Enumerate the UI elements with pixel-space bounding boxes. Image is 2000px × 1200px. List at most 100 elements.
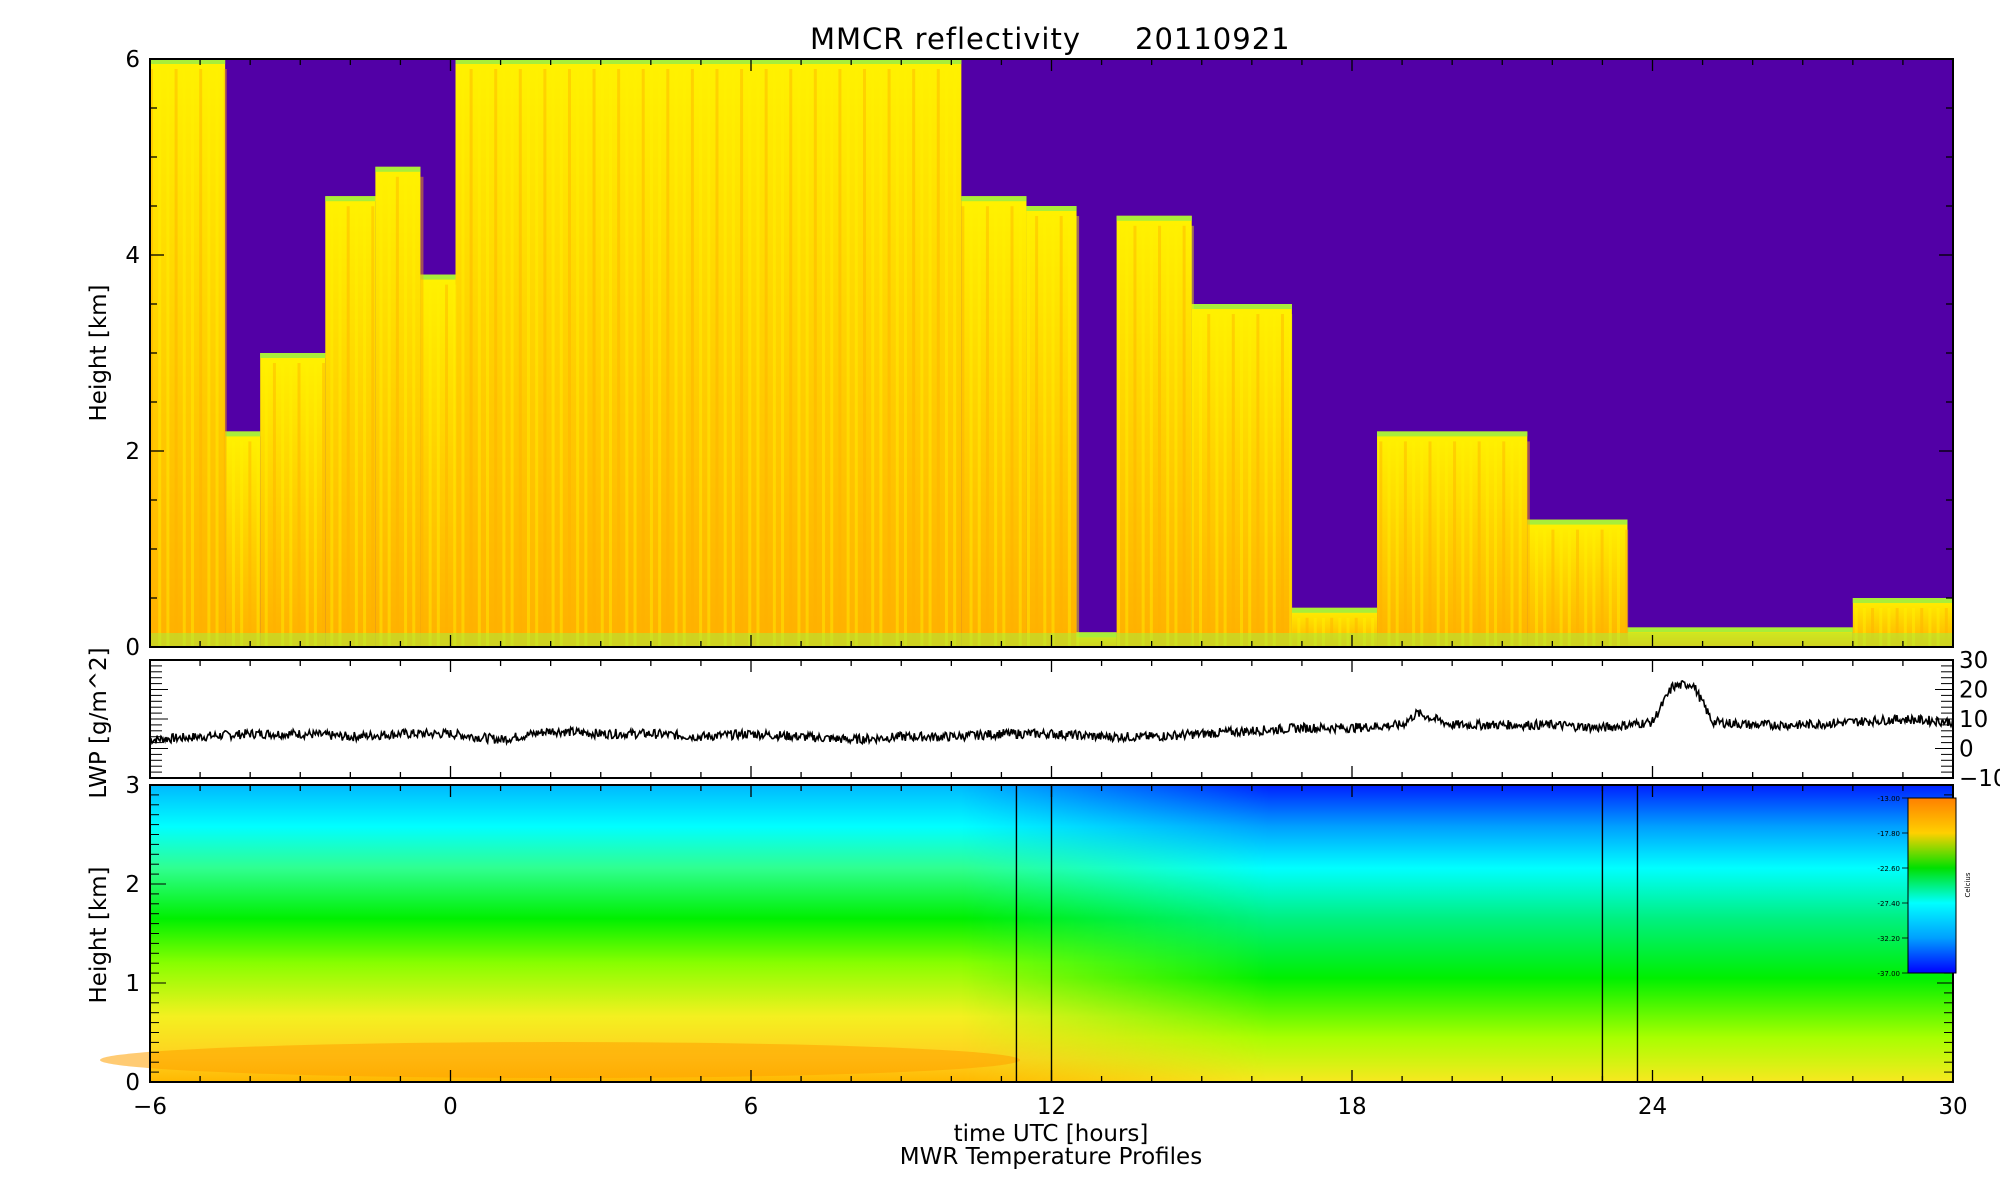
cloud-streak bbox=[625, 69, 629, 647]
reflectivity-x-ticks bbox=[149, 59, 1954, 647]
cloud-streak bbox=[1600, 529, 1604, 647]
cloud-streak bbox=[1862, 608, 1866, 647]
cloud-streak bbox=[1403, 441, 1407, 647]
cloud-streak bbox=[543, 69, 547, 647]
cloud-streak bbox=[863, 69, 867, 647]
cloud-edge bbox=[260, 353, 326, 358]
cloud-streak bbox=[469, 69, 473, 647]
cloud-streak bbox=[1461, 441, 1465, 647]
y-tick-label: 4 bbox=[125, 243, 140, 269]
cloud-streak bbox=[617, 69, 621, 647]
lwp-y-ticks: 30 20 10 0 −10 bbox=[150, 648, 2000, 792]
cloud-streak bbox=[682, 69, 686, 647]
reflectivity-date: 20110921 bbox=[1135, 22, 1291, 56]
cloud-streak bbox=[1149, 225, 1153, 648]
cloud-streak bbox=[1559, 529, 1563, 647]
cloud-streak bbox=[182, 69, 186, 647]
cloud-streak bbox=[1379, 441, 1383, 647]
cloud-edge bbox=[325, 196, 376, 202]
cloud-streak bbox=[289, 363, 293, 647]
cloud-streak bbox=[1076, 216, 1080, 647]
colorbar-tick-label: -27.40 bbox=[1877, 900, 1900, 908]
cloud-streak bbox=[1158, 225, 1162, 648]
cloud-streak bbox=[584, 69, 588, 647]
reflectivity-y-ticks: 0 2 4 6 bbox=[125, 47, 1953, 661]
cloud-streak bbox=[846, 69, 850, 647]
colorbar-tick-label: -37.00 bbox=[1877, 970, 1900, 978]
cloud-streak bbox=[1346, 617, 1350, 647]
cloud-streak bbox=[1608, 529, 1612, 647]
cloud-streak bbox=[1264, 314, 1268, 647]
cloud-streak bbox=[748, 69, 752, 647]
cloud-streak bbox=[1526, 441, 1530, 647]
cloud-streak bbox=[199, 69, 203, 647]
cloud-streak bbox=[567, 69, 571, 647]
cloud-streak bbox=[822, 69, 826, 647]
cloud-streak bbox=[526, 69, 530, 647]
x-tick-label: 0 bbox=[443, 1094, 458, 1120]
cloud-streak bbox=[1297, 617, 1301, 647]
x-tick-label: 12 bbox=[1037, 1094, 1066, 1120]
cloud-streak bbox=[1616, 529, 1620, 647]
cloud-streak bbox=[944, 69, 948, 647]
cloud-streak bbox=[813, 69, 817, 647]
lwp-background bbox=[150, 660, 1953, 778]
cloud-streak bbox=[674, 69, 678, 647]
cloud-streak bbox=[1026, 216, 1030, 647]
cloud-streak bbox=[559, 69, 563, 647]
cloud-streak bbox=[1551, 529, 1555, 647]
cloud-edge bbox=[1116, 215, 1192, 221]
cloud-streak bbox=[1305, 617, 1309, 647]
cloud-streak bbox=[641, 69, 645, 647]
cloud-edge bbox=[1852, 598, 1953, 603]
cloud-streak bbox=[1887, 608, 1891, 647]
cloud-streak bbox=[895, 69, 899, 647]
lwp-x-ticks bbox=[149, 660, 1954, 778]
cloud-streak bbox=[477, 69, 481, 647]
cloud-segment bbox=[420, 274, 456, 647]
cloud-streak bbox=[1428, 441, 1432, 647]
cloud-streak bbox=[920, 69, 924, 647]
cloud-streak bbox=[912, 69, 916, 647]
cloud-streak bbox=[830, 69, 834, 647]
cloud-streak bbox=[174, 69, 178, 647]
cloud-edge bbox=[1377, 431, 1528, 437]
cloud-streak bbox=[305, 363, 309, 647]
cloud-segment bbox=[961, 196, 1027, 647]
cloud-streak bbox=[1371, 617, 1375, 647]
temperature-subtitle: MWR Temperature Profiles bbox=[900, 1144, 1202, 1170]
cloud-streak bbox=[600, 69, 604, 647]
cloud-streak bbox=[1477, 441, 1481, 647]
cloud-streak bbox=[592, 69, 596, 647]
cloud-streak bbox=[707, 69, 711, 647]
cloud-streak bbox=[1239, 314, 1243, 647]
cloud-streak bbox=[715, 69, 719, 647]
cloud-streak bbox=[838, 69, 842, 647]
y-tick-label: 6 bbox=[125, 47, 140, 73]
x-tick-label: 18 bbox=[1337, 1094, 1366, 1120]
cloud-streak bbox=[1895, 608, 1899, 647]
cloud-streak bbox=[1903, 608, 1907, 647]
lwp-series-line bbox=[149, 679, 1954, 747]
cloud-streak bbox=[420, 176, 424, 648]
cloud-streak bbox=[453, 284, 457, 647]
x-tick-label: −6 bbox=[133, 1094, 167, 1120]
cloud-streak bbox=[510, 69, 514, 647]
cloud-streak bbox=[412, 176, 416, 648]
cloud-segment bbox=[325, 196, 376, 647]
reflectivity-y-label: Height [km] bbox=[86, 284, 112, 421]
cloud-streak bbox=[1280, 314, 1284, 647]
cloud-streak bbox=[395, 176, 399, 648]
y-tick-label: 2 bbox=[125, 872, 140, 898]
cloud-streak bbox=[1567, 529, 1571, 647]
cloud-streak bbox=[1125, 225, 1129, 648]
cloud-streak bbox=[666, 69, 670, 647]
cloud-edge bbox=[225, 431, 261, 437]
cloud-streak bbox=[879, 69, 883, 647]
cloud-edge bbox=[420, 274, 456, 280]
cloud-streak bbox=[223, 69, 227, 647]
cloud-streak bbox=[977, 206, 981, 647]
cloud-streak bbox=[690, 69, 694, 647]
cloud-streak bbox=[1166, 225, 1170, 648]
